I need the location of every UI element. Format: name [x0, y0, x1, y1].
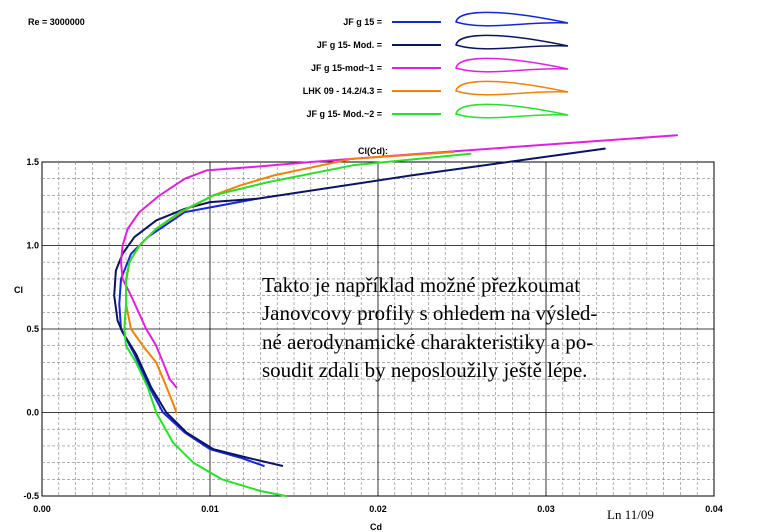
x-tick-label: 0.04	[705, 504, 723, 514]
y-tick-label: 0.0	[26, 408, 39, 418]
x-tick-label: 0.02	[369, 504, 387, 514]
airfoil-profile-1	[455, 11, 569, 27]
series-line-3	[120, 134, 678, 389]
legend-label-1: JF g 15 =	[343, 17, 382, 27]
airfoil-profile-5	[455, 103, 569, 119]
series-line-2	[113, 147, 606, 467]
x-tick-labels: 0.00 0.01 0.02 0.03 0.04	[33, 504, 723, 514]
x-tick-label: 0.01	[201, 504, 219, 514]
series-line-5	[123, 152, 472, 497]
airfoil-profile-3	[455, 57, 569, 73]
legend-label-5: JF g 15- Mod.~2 =	[306, 109, 382, 119]
y-tick-label: 1.0	[26, 241, 39, 251]
legend: JF g 15 = JF g 15- Mod. = JF g 15-mod~1 = L…	[303, 11, 569, 119]
airfoil-profile-4	[455, 80, 569, 96]
note-line-3: né aerodynamické charakteristiky a po-	[262, 330, 593, 354]
chart-title: Cl(Cd):	[358, 146, 388, 156]
legend-label-2: JF g 15- Mod. =	[317, 40, 382, 50]
signature: Ln 11/09	[607, 507, 654, 522]
y-tick-label: -0.5	[23, 491, 39, 501]
y-tick-label: 0.5	[26, 324, 39, 334]
note-line-4: soudit zdali by neposloužily ještě lépe.	[262, 358, 587, 382]
y-tick-label: 1.5	[26, 157, 39, 167]
reynolds-number: Re = 3000000	[28, 17, 85, 27]
note-line-2: Janovcovy profily s ohledem na výsled-	[262, 301, 597, 325]
series-layer	[113, 134, 678, 497]
legend-label-4: LHK 09 - 14.2/4.3 =	[303, 86, 382, 96]
note-line-1: Takto je například možné přezkoumat	[262, 273, 580, 297]
x-tick-label: 0.00	[33, 504, 51, 514]
airfoil-profile-2	[455, 34, 569, 50]
annotation-note: Takto je například možné přezkoumat Jano…	[262, 273, 597, 382]
legend-label-3: JF g 15-mod~1 =	[311, 63, 382, 73]
grid-major	[42, 162, 714, 496]
y-axis-title: Cl	[14, 285, 23, 295]
x-tick-label: 0.03	[537, 504, 555, 514]
y-tick-labels: 1.5 1.0 0.5 0.0 -0.5	[23, 157, 39, 501]
x-axis-title: Cd	[370, 522, 382, 532]
plot-area	[41, 161, 715, 497]
